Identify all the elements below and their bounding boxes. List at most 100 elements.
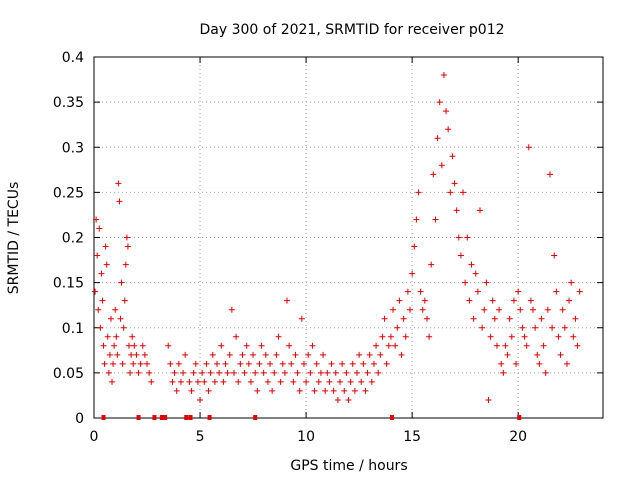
data-point xyxy=(341,387,348,394)
data-point xyxy=(239,351,246,358)
y-tick-label: 0.4 xyxy=(62,50,84,66)
data-point xyxy=(472,270,479,277)
data-point xyxy=(398,351,405,358)
data-point xyxy=(394,324,401,331)
data-point xyxy=(462,279,469,286)
data-point xyxy=(106,351,113,358)
gap-marker xyxy=(207,415,212,420)
grid xyxy=(94,57,603,418)
data-point xyxy=(404,288,411,295)
data-point xyxy=(436,99,443,106)
data-point xyxy=(186,378,193,385)
gap-marker xyxy=(136,415,141,420)
gap-marker xyxy=(184,415,189,420)
data-point xyxy=(396,297,403,304)
data-point xyxy=(180,369,187,376)
chart-title: Day 300 of 2021, SRMTID for receiver p01… xyxy=(199,22,504,38)
data-point xyxy=(498,360,505,367)
data-point xyxy=(434,135,441,142)
data-point xyxy=(216,369,223,376)
y-tick-label: 0.35 xyxy=(53,95,84,111)
data-point xyxy=(139,342,146,349)
data-point xyxy=(443,108,450,115)
data-point xyxy=(432,216,439,223)
data-point xyxy=(237,360,244,367)
data-point xyxy=(343,369,350,376)
gap-marker xyxy=(389,415,394,420)
data-point xyxy=(307,369,314,376)
data-point xyxy=(546,171,553,178)
data-point xyxy=(491,315,498,322)
data-point xyxy=(515,288,522,295)
data-point xyxy=(290,378,297,385)
data-point xyxy=(356,351,363,358)
data-point xyxy=(440,72,447,79)
y-axis: 0 0.05 0.1 0.15 0.2 0.25 0.3 0.35 0.4 xyxy=(53,50,603,427)
gap-markers xyxy=(101,415,522,420)
data-point xyxy=(521,333,528,340)
x-tick-label: 20 xyxy=(509,429,527,445)
gap-marker xyxy=(152,415,157,420)
data-point xyxy=(125,342,132,349)
data-point xyxy=(194,378,201,385)
data-point xyxy=(576,288,583,295)
data-point xyxy=(256,360,263,367)
data-point xyxy=(292,351,299,358)
data-point xyxy=(570,333,577,340)
data-point xyxy=(95,306,102,313)
gap-marker xyxy=(101,415,106,420)
data-point xyxy=(267,360,274,367)
data-point xyxy=(115,180,122,187)
data-point xyxy=(334,396,341,403)
data-point xyxy=(364,369,371,376)
data-point xyxy=(417,288,424,295)
data-point xyxy=(141,351,148,358)
data-point xyxy=(366,351,373,358)
x-axis-label: GPS time / hours xyxy=(290,458,407,474)
data-point xyxy=(574,342,581,349)
data-point xyxy=(277,378,284,385)
data-point xyxy=(218,342,225,349)
data-point xyxy=(165,342,172,349)
data-point xyxy=(381,315,388,322)
data-point xyxy=(133,351,140,358)
y-axis-label: SRMTID / TECUs xyxy=(6,182,22,295)
data-point xyxy=(479,324,486,331)
data-point xyxy=(315,378,322,385)
data-point xyxy=(502,342,509,349)
data-point xyxy=(438,162,445,169)
data-point xyxy=(220,378,227,385)
data-point xyxy=(119,360,126,367)
data-point xyxy=(324,369,331,376)
y-tick-label: 0 xyxy=(75,411,84,427)
data-point xyxy=(116,198,123,205)
data-point xyxy=(273,351,280,358)
data-point xyxy=(320,351,327,358)
data-point xyxy=(197,396,204,403)
data-point xyxy=(330,387,337,394)
data-point xyxy=(500,369,507,376)
data-point xyxy=(262,351,269,358)
data-point xyxy=(559,306,566,313)
y-tick-label: 0.25 xyxy=(53,185,84,201)
data-point xyxy=(167,360,174,367)
data-point xyxy=(264,378,271,385)
data-points xyxy=(92,72,583,403)
data-point xyxy=(93,216,100,223)
data-point xyxy=(447,189,454,196)
data-point xyxy=(379,333,386,340)
data-point xyxy=(392,342,399,349)
data-point xyxy=(332,369,339,376)
data-point xyxy=(243,342,250,349)
data-point xyxy=(419,306,426,313)
data-point xyxy=(460,189,467,196)
data-point xyxy=(337,378,344,385)
data-point xyxy=(572,315,579,322)
data-point xyxy=(370,360,377,367)
data-point xyxy=(188,387,195,394)
data-point xyxy=(423,315,430,322)
data-point xyxy=(245,360,252,367)
y-tick-label: 0.2 xyxy=(62,231,84,247)
data-point xyxy=(192,360,199,367)
data-point xyxy=(201,378,208,385)
